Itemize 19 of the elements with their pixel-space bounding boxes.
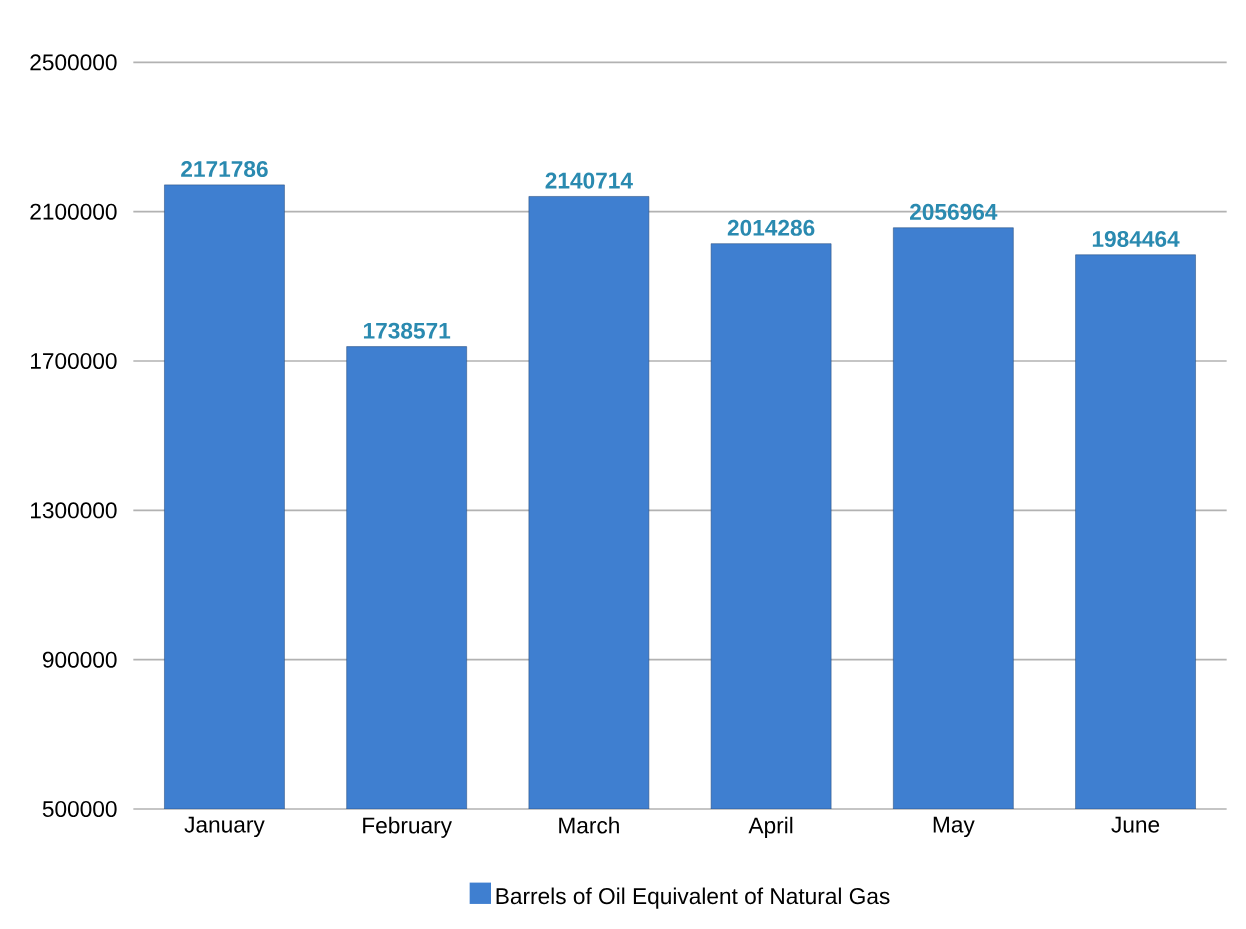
x-tick-label: June [1111, 816, 1160, 833]
y-tick-label: 900000 [42, 651, 117, 668]
y-tick-label: 500000 [42, 800, 117, 818]
data-label: 1984464 [1092, 230, 1180, 247]
x-tick-label: January [184, 816, 265, 838]
y-tick-label: 1300000 [31, 502, 117, 519]
data-label: 2014286 [727, 219, 815, 236]
y-tick-label: 2100000 [30, 203, 117, 220]
data-label: 2140714 [545, 172, 633, 189]
x-tick-label: May [933, 816, 975, 838]
x-tick-label: February [363, 816, 452, 838]
legend-label: Barrels of Oil Equivalent of Natural Gas [496, 887, 890, 909]
x-tick-label: April [748, 816, 793, 838]
data-label: 1738571 [363, 322, 451, 339]
y-tick-label: 1700000 [31, 352, 117, 370]
data-label: 2056964 [910, 203, 998, 220]
x-tick-label: March [559, 816, 619, 834]
y-tick-label: 2500000 [30, 54, 117, 71]
data-label: 2171786 [181, 160, 268, 178]
